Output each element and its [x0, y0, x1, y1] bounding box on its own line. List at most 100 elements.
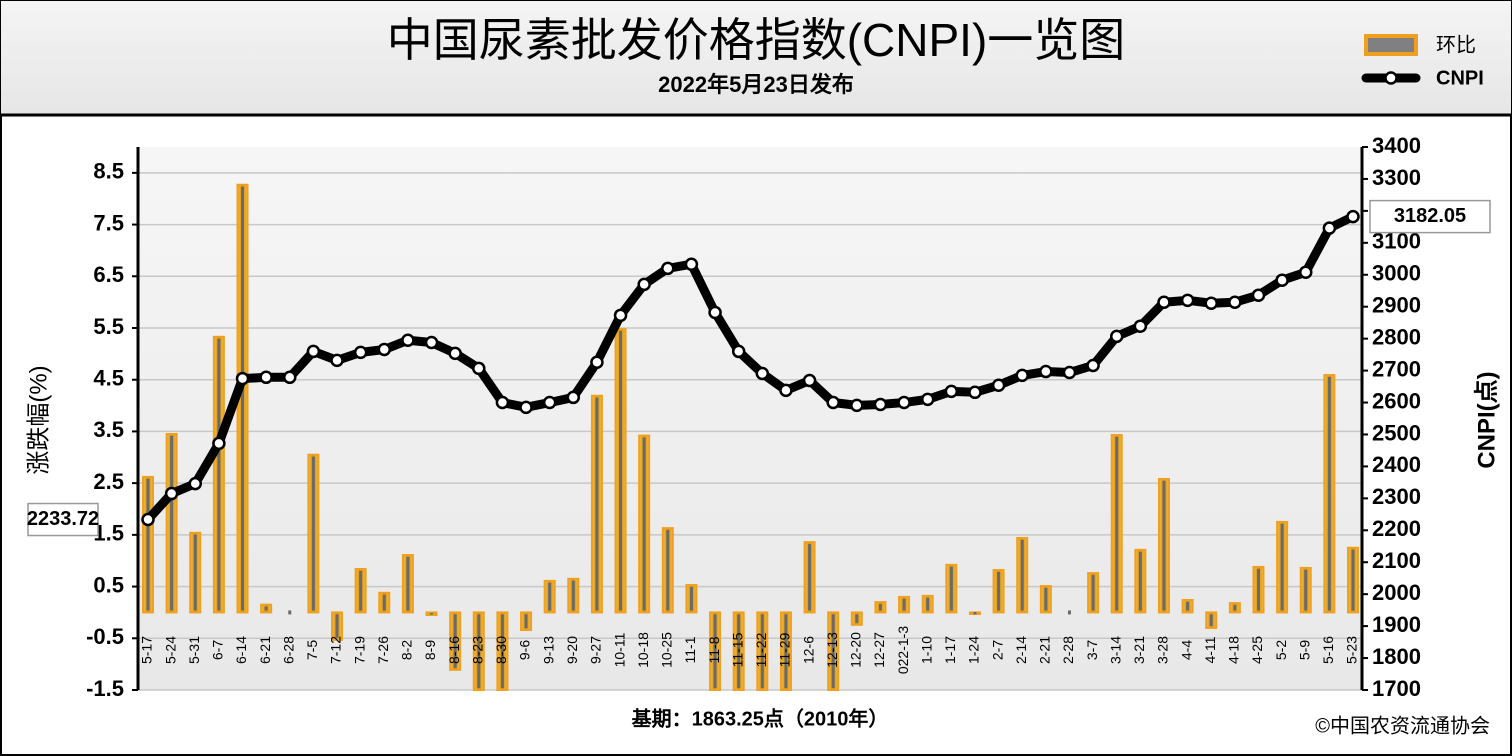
- cnpi-point: [164, 486, 179, 501]
- x-tick-label: 7-19: [351, 636, 367, 664]
- x-tick-label: 11-15: [729, 632, 745, 667]
- cnpi-point: [802, 373, 817, 388]
- cnpi-point: [897, 395, 911, 410]
- cnpi-point: [779, 383, 793, 398]
- x-tick-label: 4-25: [1249, 636, 1265, 664]
- x-tick-label: 2-21: [1037, 636, 1053, 664]
- value-label-box: [1369, 199, 1491, 234]
- y2-tick-label: 1800: [1372, 644, 1421, 669]
- cnpi-point: [1157, 295, 1171, 309]
- cnpi-point: [424, 335, 439, 350]
- y2-tick-label: 2300: [1372, 484, 1421, 509]
- y-tick-label: 8.5: [93, 159, 124, 184]
- cnpi-point: [1251, 288, 1266, 302]
- x-tick-label: 7-12: [328, 636, 344, 664]
- x-tick-label: 11-22: [753, 632, 769, 667]
- y2-tick-label: 2000: [1372, 580, 1421, 605]
- x-tick-label: 8-30: [493, 636, 509, 664]
- x-tick-label: 8-23: [469, 636, 485, 664]
- y-tick-label: 5.5: [93, 314, 124, 339]
- cnpi-point: [1039, 364, 1053, 379]
- cnpi-point: [731, 344, 746, 359]
- x-tick-label: 1-24: [966, 636, 982, 664]
- x-tick-label: 9-27: [588, 636, 604, 664]
- y-tick-label: -1.5: [86, 676, 124, 701]
- x-tick-label: 6-28: [280, 636, 296, 664]
- x-tick-label: 7-5: [304, 640, 320, 660]
- y2-tick-label: 3300: [1372, 165, 1421, 190]
- cnpi-point: [1298, 265, 1313, 279]
- x-tick-label: 11-8: [706, 636, 722, 663]
- x-tick-label: 12-27: [871, 632, 887, 668]
- cnpi-point: [920, 392, 935, 407]
- value-label-box: [27, 502, 99, 537]
- x-tick-label: 12-13: [824, 632, 840, 668]
- x-tick-label: 6-14: [233, 636, 249, 664]
- x-tick-label: 11-1: [682, 636, 698, 663]
- x-tick-label: 5-16: [1320, 636, 1336, 664]
- cnpi-point: [259, 370, 273, 385]
- cnpi-point: [377, 342, 392, 357]
- x-tick-label: 6-21: [257, 636, 273, 664]
- x-tick-label: 5-9: [1296, 640, 1312, 660]
- legend-label: 环比: [1436, 33, 1476, 56]
- legend-swatch: [1364, 34, 1418, 56]
- y2-tick-label: 2200: [1372, 516, 1421, 541]
- x-tick-label: 2-14: [1013, 636, 1029, 664]
- y-tick-label: 2.5: [93, 469, 124, 494]
- y2-tick-label: 1700: [1372, 676, 1421, 701]
- cnpi-point: [755, 366, 770, 381]
- x-tick-label: 9-6: [517, 640, 533, 660]
- cnpi-point: [330, 353, 344, 368]
- header-band: [1, 1, 1511, 114]
- cnpi-point: [1133, 319, 1148, 333]
- x-tick-label: 2-7: [989, 640, 1005, 660]
- cnpi-point: [708, 305, 722, 320]
- x-tick-label: 10-11: [611, 632, 627, 667]
- value-label: 3182.05: [1394, 205, 1466, 227]
- x-tick-label: 10-25: [659, 632, 675, 668]
- chart-subtitle: 2022年5月23日发布: [658, 72, 854, 97]
- x-tick-label: 10-18: [635, 632, 651, 668]
- y2-tick-label: 2600: [1372, 388, 1421, 413]
- legend-marker: [1384, 71, 1398, 85]
- cnpi-point: [448, 346, 462, 361]
- cnpi-point: [1086, 358, 1100, 373]
- cnpi-point: [401, 333, 415, 347]
- x-tick-label: 4-11: [1202, 636, 1218, 663]
- cnpi-line: [144, 212, 1355, 523]
- cnpi-point: [566, 390, 581, 405]
- x-tick-label: 1-17: [942, 636, 958, 664]
- cnpi-point: [991, 378, 1006, 393]
- x-tick-label: 12-20: [848, 632, 864, 668]
- x-tick-label: 1-10: [918, 636, 934, 664]
- y2-tick-label: 2700: [1372, 356, 1421, 381]
- cnpi-point: [1346, 209, 1360, 224]
- y2-tick-label: 2100: [1372, 548, 1421, 573]
- cnpi-point: [542, 395, 557, 410]
- x-tick-label: 8-2: [399, 640, 415, 660]
- x-tick-label: 3-7: [1084, 640, 1100, 660]
- x-tick-label: 12-6: [800, 636, 816, 664]
- x-tick-label: 6-7: [210, 640, 226, 660]
- x-tick-label: 022-1-3: [895, 626, 911, 674]
- cnpi-point: [661, 261, 675, 276]
- x-tick-label: 3-28: [1155, 636, 1171, 664]
- cnpi-point: [1180, 293, 1195, 308]
- cnpi-point: [188, 476, 203, 491]
- cnpi-point: [826, 395, 840, 410]
- cnpi-point: [1204, 296, 1218, 310]
- x-tick-label: 5-24: [162, 636, 178, 664]
- cnpi-point: [283, 370, 297, 385]
- cnpi-point: [684, 257, 699, 271]
- cnpi-point: [235, 371, 250, 386]
- cnpi-point: [212, 436, 226, 451]
- cnpi-point: [968, 385, 982, 400]
- y2-tick-label: 2800: [1372, 324, 1421, 349]
- x-tick-label: 3-21: [1131, 636, 1147, 664]
- y-tick-label: 6.5: [93, 262, 124, 287]
- y-axis-label: 涨跌幅(%): [25, 365, 52, 474]
- cnpi-point: [1109, 329, 1124, 344]
